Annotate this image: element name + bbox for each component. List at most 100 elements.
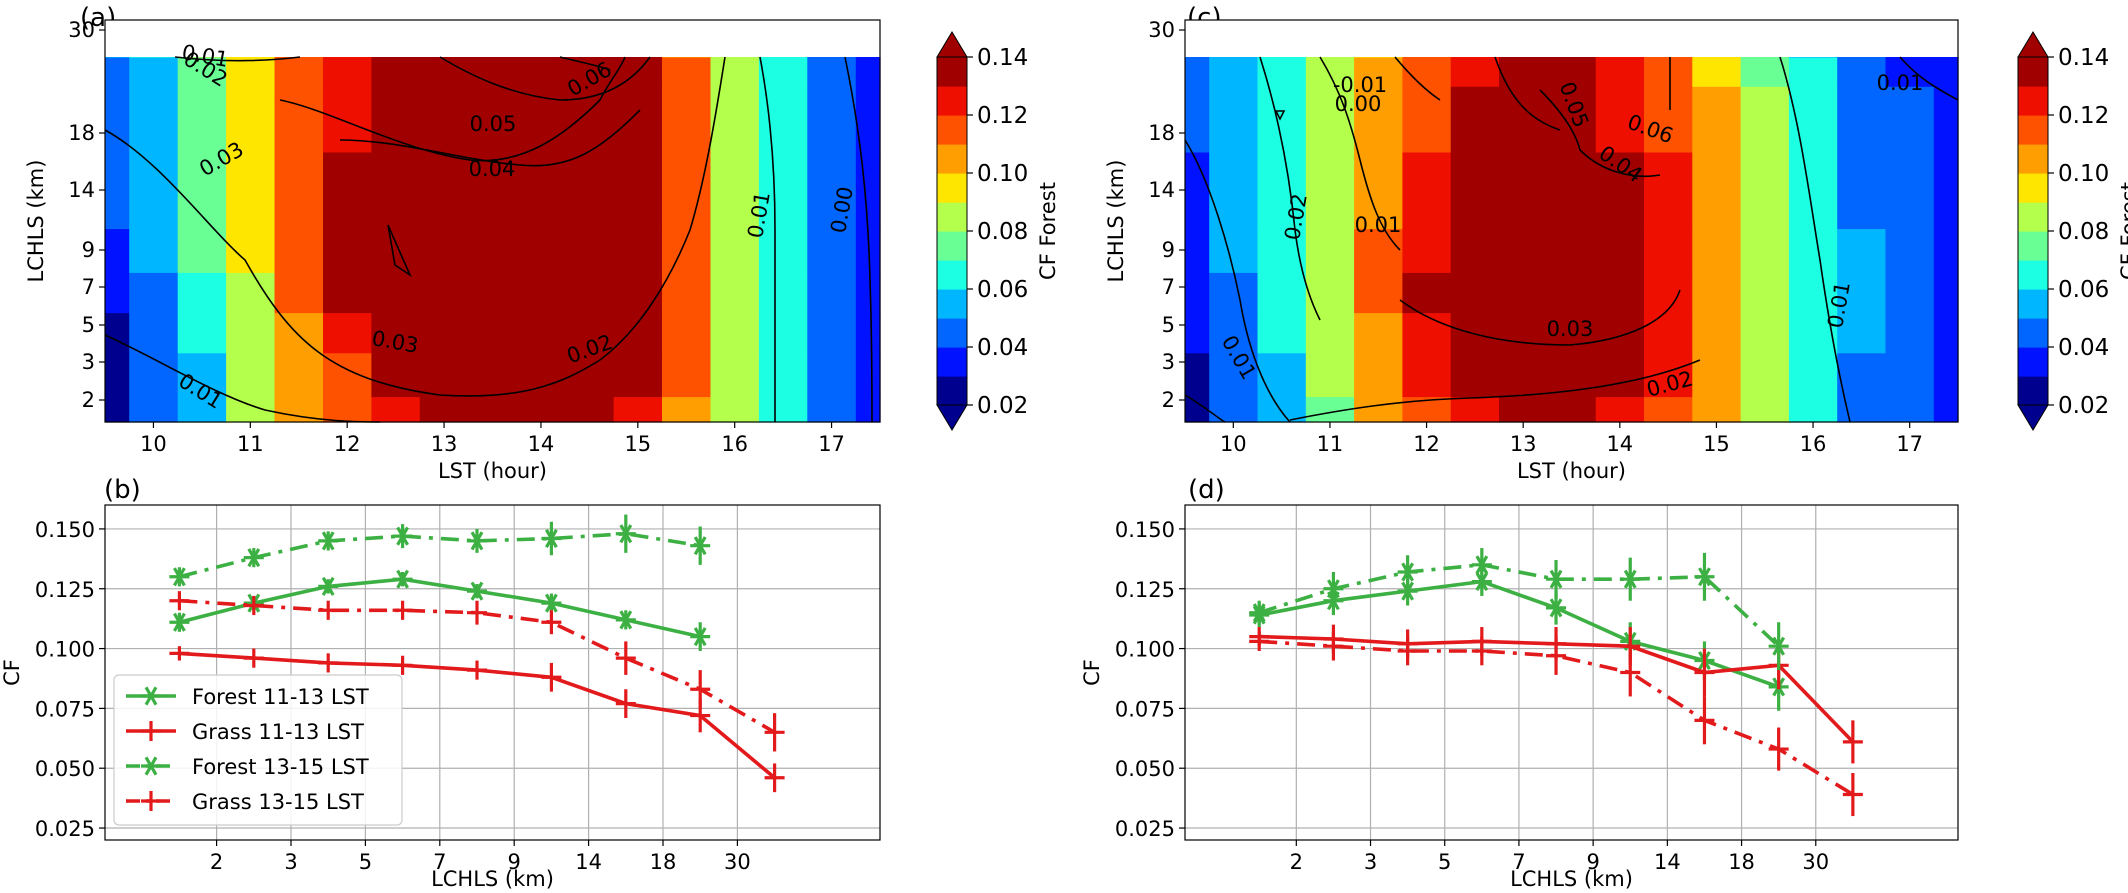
heatmap-cell [1402, 151, 1452, 230]
heatmap-cell [226, 396, 276, 423]
heatmap-cell [274, 57, 324, 87]
heatmap-cell [807, 228, 857, 273]
heatmap-cell [1692, 86, 1742, 153]
heatmap-cell [758, 57, 808, 58]
heatmap-cell [1499, 272, 1548, 314]
contour-label: -0.01 [1333, 73, 1387, 97]
marker-star [1549, 569, 1563, 589]
heatmap-cell [129, 272, 179, 314]
heatmap-cell [1547, 312, 1597, 354]
y-tick-label: 0.100 [35, 638, 95, 662]
marker-star [321, 576, 335, 596]
heatmap-cell [226, 312, 276, 354]
contour-line [1184, 139, 1291, 423]
heatmap-cell [1837, 272, 1887, 314]
series-line [1258, 579, 1780, 689]
heatmap-cell [1354, 272, 1403, 314]
legend-label: Grass 11-13 LST [192, 720, 364, 744]
x-tick-label: 13 [1510, 432, 1537, 456]
y-tick-label: 18 [1148, 121, 1175, 145]
heatmap-cell [1499, 228, 1548, 273]
heatmap-cell [1595, 151, 1645, 230]
colorbar-tick-label: 0.12 [2058, 103, 2109, 129]
heatmap-cell [1354, 352, 1403, 398]
x-tick-label: 13 [431, 432, 458, 456]
heatmap-cell [1354, 228, 1403, 273]
marker-star [1772, 636, 1786, 656]
heatmap-cell [1257, 57, 1307, 58]
colorbar-segment [937, 376, 967, 406]
heatmap-cell [129, 86, 179, 153]
y-tick-label: 0.050 [35, 757, 95, 781]
legend-box [113, 674, 403, 826]
heatmap-cell [323, 228, 372, 273]
colorbar-segment [2018, 115, 2048, 145]
marker-star [1401, 562, 1415, 582]
heatmap-cell [758, 272, 808, 314]
heatmap-cell [1644, 57, 1693, 58]
y-tick-label: 0.150 [1115, 518, 1175, 542]
axes-frame [1184, 19, 1959, 423]
heatmap-cell [807, 86, 857, 153]
y-tick-label: 0.075 [1115, 697, 1175, 721]
x-axis-label: LCHLS (km) [1510, 867, 1633, 891]
colorbar-segment [937, 231, 967, 261]
heatmap-cell [1450, 57, 1500, 87]
heatmap-cell [855, 312, 881, 354]
y-tick-label: 14 [1148, 178, 1175, 202]
heatmap-cell [565, 396, 615, 423]
heatmap-cell [1692, 312, 1742, 354]
heatmap-cell [1595, 57, 1645, 58]
heatmap-cell [1692, 228, 1742, 273]
heatmap-cell [274, 352, 324, 398]
heatmap-cell [1305, 57, 1355, 87]
y-tick-label: 3 [1162, 350, 1175, 374]
heatmap-cell [855, 272, 881, 314]
colorbar-extend-top [2017, 31, 2049, 58]
heatmap-cell [1595, 312, 1645, 354]
heatmap-cell [1450, 151, 1500, 230]
heatmap-cell [177, 228, 227, 273]
heatmap-cell [1644, 352, 1693, 398]
marker-star [1401, 581, 1415, 601]
colorbar-segment [937, 173, 967, 203]
marker-star [247, 548, 261, 568]
y-tick-label: 0.100 [1115, 638, 1175, 662]
heatmap-cell [1740, 396, 1790, 423]
heatmap-cell [1644, 86, 1693, 153]
heatmap-cell [468, 86, 518, 153]
heatmap-cell [1305, 86, 1355, 153]
heatmap-cell [468, 57, 518, 58]
x-axis-label: LST (hour) [438, 459, 547, 483]
heatmap-cell [662, 151, 711, 230]
heatmap-cell [1209, 272, 1259, 314]
marker-star [693, 536, 707, 556]
heatmap-cell [1402, 312, 1452, 354]
heatmap-cell [662, 352, 711, 398]
heatmap-cell [855, 396, 881, 423]
heatmap-cell [710, 312, 760, 354]
heatmap-cell [1933, 86, 1959, 153]
colorbar-segment [937, 202, 967, 232]
heatmap-cell [468, 352, 518, 398]
axes-frame [104, 504, 881, 841]
heatmap-cell [274, 228, 324, 273]
x-tick-label: 7 [433, 850, 446, 874]
heatmap-cell [1257, 352, 1307, 398]
heatmap-cell [758, 57, 808, 87]
heatmap-cell [662, 86, 711, 153]
x-tick-label: 5 [1438, 850, 1451, 874]
heatmap-cell [1185, 57, 1210, 58]
contour-line [387, 224, 412, 278]
heatmap-cell [710, 396, 760, 423]
heatmap-cell [1499, 396, 1548, 423]
colorbar-segment [937, 57, 967, 87]
x-axis-label: LST (hour) [1517, 459, 1626, 483]
y-tick-label: 30 [1148, 18, 1175, 42]
heatmap-cell [226, 151, 276, 230]
heatmap-cell [274, 272, 324, 314]
marker-star [470, 531, 484, 551]
heatmap-cell [1450, 312, 1500, 354]
heatmap-cell [1595, 396, 1645, 423]
heatmap-cell [662, 396, 711, 423]
